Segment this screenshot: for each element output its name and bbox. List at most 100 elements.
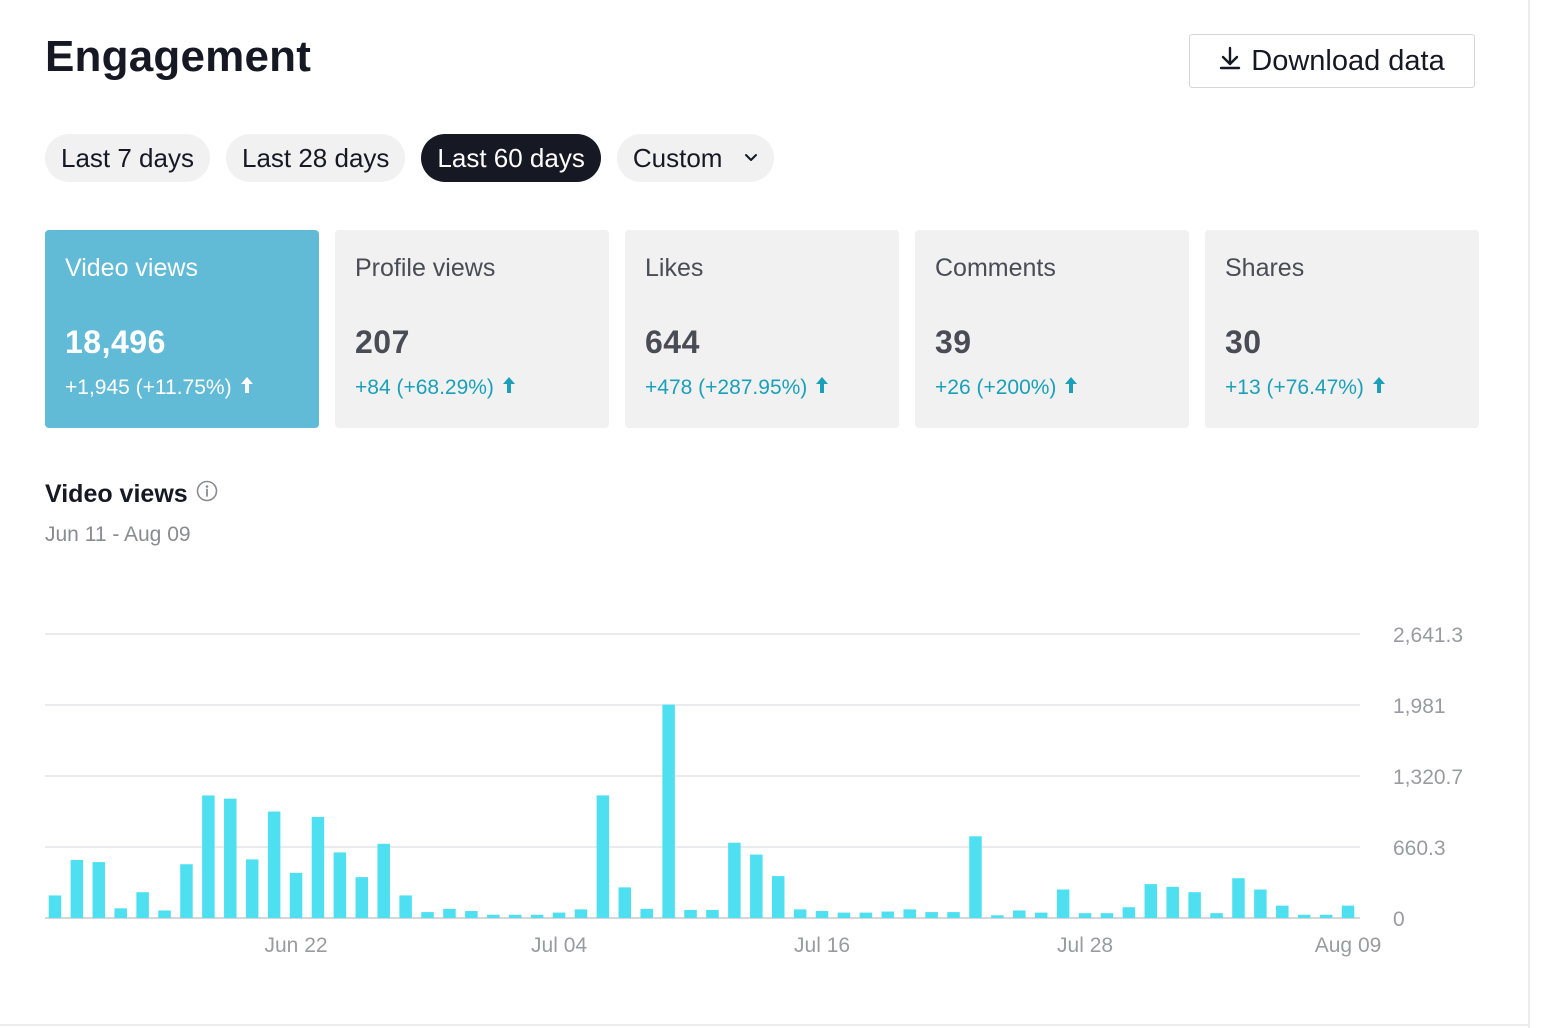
chart-bar[interactable] (487, 914, 500, 918)
panel-right-border (1528, 0, 1530, 1028)
chart-bar[interactable] (508, 914, 522, 918)
filter-label: Last 60 days (437, 142, 585, 173)
page-title: Engagement (45, 32, 312, 81)
filter-last-28-days[interactable]: Last 28 days (225, 134, 406, 182)
chart-bar[interactable] (837, 912, 851, 918)
x-tick-label: Jun 22 (265, 934, 328, 957)
chart-bar[interactable] (158, 910, 171, 918)
chart-bar[interactable] (202, 795, 215, 918)
chart-bar[interactable] (684, 909, 697, 918)
x-tick-label: Aug 09 (1315, 934, 1382, 957)
metric-label: Profile views (355, 254, 496, 282)
metric-change-text: +26 (+200%) (935, 376, 1057, 399)
chart-bar[interactable] (180, 864, 193, 918)
chart-bar[interactable] (925, 912, 938, 918)
chart-bar[interactable] (1166, 886, 1179, 918)
chart-bar[interactable] (728, 842, 741, 918)
chart-bar[interactable] (1254, 889, 1267, 918)
download-data-button[interactable]: Download data (1189, 34, 1475, 88)
chart-bar[interactable] (662, 704, 675, 918)
chart-bar[interactable] (355, 877, 369, 918)
chart-bar[interactable] (859, 912, 873, 918)
metric-change-text: +13 (+76.47%) (1225, 376, 1364, 399)
chart-bar[interactable] (1144, 884, 1158, 918)
metric-value: 207 (355, 324, 410, 360)
chart-bar[interactable] (245, 859, 259, 918)
chart-bar[interactable] (333, 852, 347, 918)
chart-bar[interactable] (640, 908, 653, 918)
chart-bar[interactable] (1056, 889, 1070, 918)
metric-change-text: +84 (+68.29%) (355, 376, 494, 399)
chart-bar[interactable] (552, 912, 566, 918)
chart-bar[interactable] (1078, 913, 1092, 918)
chart-bar[interactable] (267, 811, 281, 918)
filter-last-60-days[interactable]: Last 60 days (421, 134, 601, 182)
chart-bar[interactable] (92, 862, 106, 918)
y-tick-label: 0 (1393, 908, 1405, 931)
chart-bar[interactable] (1210, 913, 1223, 918)
chart-bar[interactable] (224, 798, 237, 918)
video-views-bar-chart: 0 660.3 1,320.7 1,981 2,641.3 Jun 22 Jul 04 Jul… (45, 624, 1463, 957)
metric-change: +478 (+287.95%) (645, 376, 829, 400)
chart-bar[interactable] (136, 892, 149, 918)
filter-last-7-days[interactable]: Last 7 days (45, 134, 210, 182)
chart-bar[interactable] (289, 872, 303, 918)
chart-bar[interactable] (706, 909, 719, 918)
chart-bar[interactable] (815, 911, 829, 918)
y-tick-label: 660.3 (1393, 837, 1446, 860)
chart-bar[interactable] (1188, 892, 1201, 918)
metric-card-shares[interactable]: Shares 30 +13 (+76.47%) (1205, 230, 1479, 428)
chart-date-range: Jun 11 - Aug 09 (45, 523, 191, 546)
chart-bar[interactable] (421, 912, 434, 918)
chart-bar[interactable] (793, 909, 807, 918)
chart-bar[interactable] (1232, 878, 1245, 918)
chart-bar[interactable] (48, 895, 62, 918)
x-tick-label: Jul 28 (1057, 934, 1113, 957)
download-icon (1219, 45, 1241, 78)
chart-bar[interactable] (750, 854, 763, 918)
metric-label: Shares (1225, 254, 1305, 282)
chart-bar[interactable] (618, 887, 632, 918)
chart-bar[interactable] (1276, 905, 1289, 918)
metric-label: Likes (645, 254, 704, 282)
metric-label: Video views (65, 254, 198, 282)
metric-change: +1,945 (+11.75%) (65, 376, 254, 400)
arrow-up-icon (1372, 376, 1386, 400)
info-icon[interactable] (196, 480, 218, 509)
chart-bar[interactable] (991, 915, 1004, 918)
chart-bar[interactable] (1341, 905, 1355, 918)
chart-bar[interactable] (377, 843, 390, 918)
chart-bar[interactable] (70, 859, 84, 918)
metric-card-video-views[interactable]: Video views 18,496 +1,945 (+11.75%) (45, 230, 319, 428)
chart-bar[interactable] (1319, 914, 1333, 918)
y-tick-label: 1,981 (1393, 695, 1446, 718)
x-tick-label: Jul 16 (794, 934, 850, 957)
y-tick-label: 2,641.3 (1393, 624, 1463, 647)
chart-bar[interactable] (903, 909, 916, 918)
chart-bar[interactable] (311, 816, 325, 918)
chart-bar[interactable] (465, 911, 478, 918)
chart-bar[interactable] (881, 911, 895, 918)
chart-bar[interactable] (399, 895, 412, 918)
chart-bar[interactable] (443, 908, 456, 918)
metric-change: +26 (+200%) (935, 376, 1078, 400)
chart-title-text: Video views (45, 480, 188, 508)
filter-custom-dropdown[interactable]: Custom (616, 134, 775, 182)
chart-bar[interactable] (969, 836, 982, 918)
metric-card-likes[interactable]: Likes 644 +478 (+287.95%) (625, 230, 899, 428)
chart-bar[interactable] (771, 876, 785, 918)
chart-bar[interactable] (1122, 907, 1136, 918)
chart-bar[interactable] (1013, 910, 1026, 918)
chart-bar[interactable] (530, 914, 544, 918)
chart-bar[interactable] (1100, 913, 1114, 918)
metric-card-comments[interactable]: Comments 39 +26 (+200%) (915, 230, 1189, 428)
chart-bar[interactable] (947, 912, 960, 918)
metric-card-profile-views[interactable]: Profile views 207 +84 (+68.29%) (335, 230, 609, 428)
chart-bar[interactable] (1034, 912, 1048, 918)
arrow-up-icon (1064, 376, 1078, 400)
chart-bar[interactable] (574, 909, 588, 918)
metric-cards: Video views 18,496 +1,945 (+11.75%) Prof… (45, 230, 1479, 428)
chart-bar[interactable] (114, 908, 127, 918)
chart-bar[interactable] (1297, 914, 1311, 918)
chart-bar[interactable] (596, 795, 610, 918)
